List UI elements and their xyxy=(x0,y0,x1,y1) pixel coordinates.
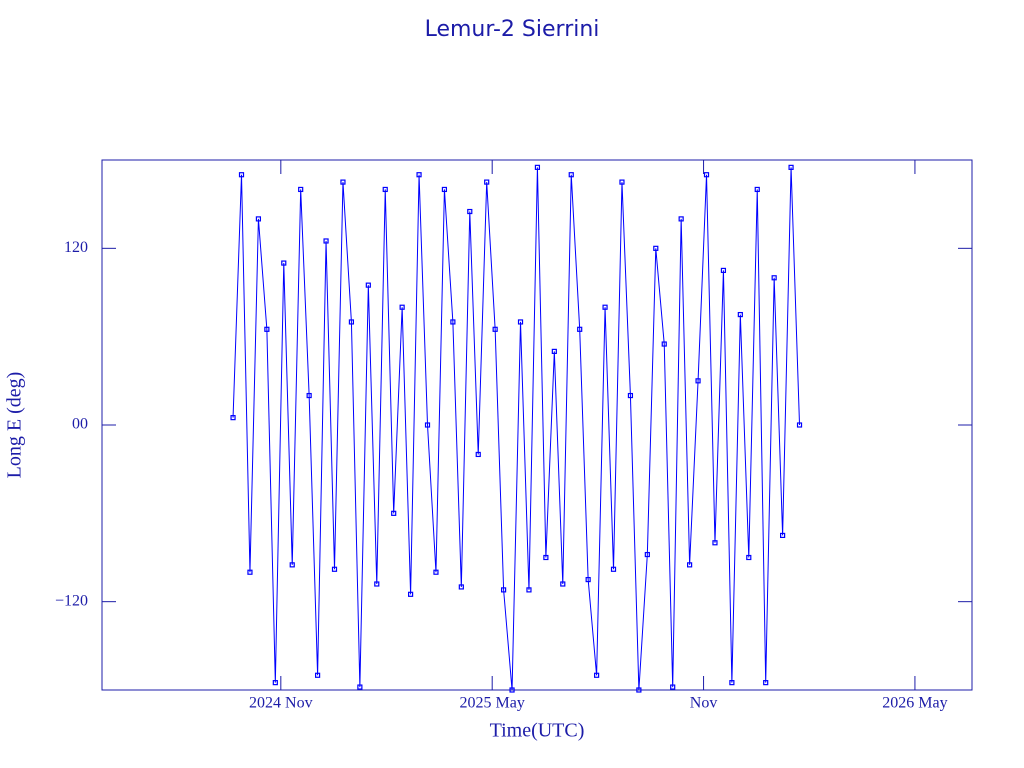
point-marker xyxy=(754,186,760,193)
point-marker xyxy=(357,684,363,690)
point-marker xyxy=(746,554,752,561)
point-marker xyxy=(653,245,659,251)
x-tick-label: 2026 May xyxy=(882,695,947,712)
point-marker xyxy=(568,172,574,178)
point-marker xyxy=(636,687,642,693)
point-marker xyxy=(534,164,541,170)
point-marker xyxy=(695,378,701,384)
point-marker xyxy=(560,581,566,587)
point-marker xyxy=(763,680,769,686)
point-marker xyxy=(331,566,338,572)
point-marker xyxy=(627,392,634,399)
point-marker xyxy=(323,238,329,244)
y-axis-label: Long E (deg) xyxy=(4,372,26,479)
point-marker xyxy=(365,282,371,288)
point-marker xyxy=(796,422,803,428)
point-marker xyxy=(543,554,549,561)
point-marker xyxy=(450,319,456,325)
point-marker xyxy=(408,591,414,597)
point-marker xyxy=(678,216,684,222)
point-marker xyxy=(382,186,388,193)
point-marker xyxy=(441,186,448,193)
plot-frame xyxy=(101,159,973,691)
point-marker xyxy=(585,576,591,583)
point-marker xyxy=(433,569,439,575)
point-marker xyxy=(281,260,287,266)
point-marker xyxy=(340,179,346,185)
point-marker xyxy=(720,267,727,274)
point-marker xyxy=(602,304,608,310)
point-marker xyxy=(314,672,321,678)
point-marker xyxy=(348,319,355,325)
point-marker xyxy=(737,311,743,318)
point-marker xyxy=(729,680,735,686)
point-marker xyxy=(255,216,262,222)
point-marker xyxy=(501,587,507,593)
point-marker xyxy=(771,275,777,281)
point-marker xyxy=(788,164,794,170)
point-marker xyxy=(458,584,464,590)
point-marker xyxy=(670,684,676,690)
point-marker xyxy=(644,551,650,558)
x-tick-label: Nov xyxy=(690,695,718,712)
point-marker xyxy=(272,680,278,686)
chart-title: Lemur-2 Sierrini xyxy=(425,17,600,42)
x-tick-label: 2025 May xyxy=(460,695,525,712)
point-marker xyxy=(687,562,693,568)
point-marker xyxy=(551,348,557,354)
point-marker xyxy=(416,172,422,178)
x-tick-label: 2024 Nov xyxy=(249,695,313,712)
series-line xyxy=(232,167,801,691)
point-marker xyxy=(484,179,490,185)
point-marker xyxy=(577,326,583,332)
point-marker xyxy=(374,581,380,587)
point-marker xyxy=(475,451,481,458)
point-marker xyxy=(661,341,667,347)
y-tick-label: 120 xyxy=(64,239,88,256)
point-marker xyxy=(780,532,786,539)
point-marker xyxy=(424,422,431,428)
point-marker xyxy=(391,510,397,516)
point-marker xyxy=(238,172,245,178)
point-marker xyxy=(492,326,498,332)
point-marker xyxy=(264,326,270,332)
point-marker xyxy=(526,587,532,593)
point-marker xyxy=(399,304,405,310)
point-marker xyxy=(306,392,312,399)
point-marker xyxy=(594,672,600,678)
point-marker xyxy=(619,179,625,185)
point-marker xyxy=(509,687,515,693)
y-tick-label: −120 xyxy=(55,592,88,609)
point-marker xyxy=(230,415,236,421)
point-marker xyxy=(610,566,617,572)
point-marker xyxy=(298,186,304,193)
point-marker xyxy=(247,569,253,575)
point-marker xyxy=(289,562,295,568)
x-axis-label: Time(UTC) xyxy=(490,720,585,742)
point-marker xyxy=(467,208,473,215)
point-marker xyxy=(703,172,710,178)
y-tick-label: 00 xyxy=(72,416,88,433)
point-marker xyxy=(712,540,718,546)
point-marker xyxy=(517,319,524,325)
